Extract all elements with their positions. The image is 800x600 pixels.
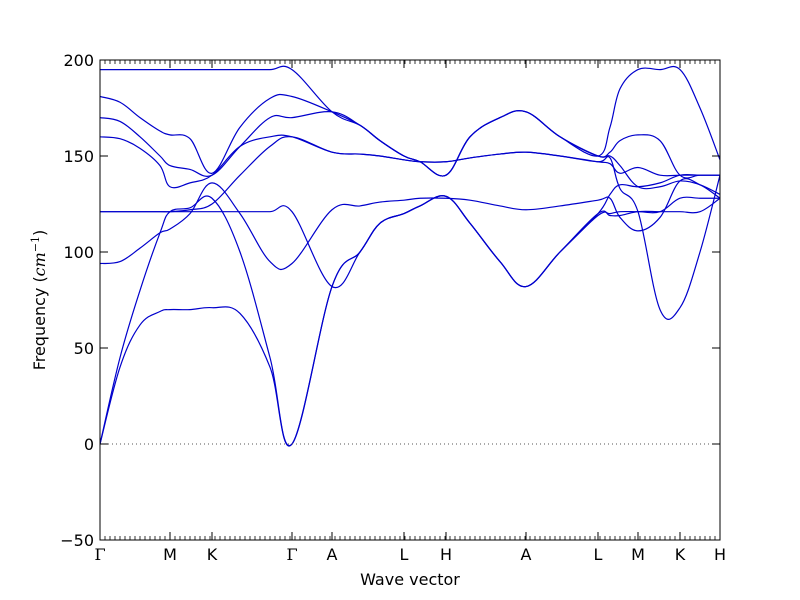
y-axis-label-unit: cm [30,252,49,276]
y-tick-label: −50 [60,531,94,550]
y-tick-label: 0 [84,435,94,454]
x-tick-label: K [207,545,218,564]
y-axis-label-exponent: −1 [29,236,42,252]
series-line-5 [100,173,720,289]
series-line-3 [100,178,720,271]
x-tick-label: K [675,545,686,564]
x-tick-label: M [631,545,645,564]
x-tick-label: M [163,545,177,564]
y-tick-label: 100 [63,243,94,262]
series-line-9 [100,65,720,177]
x-axis-label: Wave vector [360,570,460,589]
x-tick-label: H [714,545,726,564]
y-tick-label: 200 [63,51,94,70]
x-tick-label: Γ [286,545,297,564]
series-line-6 [100,134,720,189]
y-axis-label-text: Frequency ( [30,276,49,370]
x-tick-label: A [521,545,532,564]
x-tick-label: L [594,545,603,564]
y-tick-label: 50 [74,339,94,358]
y-axis-label-close: ) [30,230,49,236]
y-axis: −50 0 50 100 150 200 [60,51,720,550]
x-tick-label: A [327,545,338,564]
x-tick-label: L [400,545,409,564]
x-tick-label: Γ [94,545,105,564]
y-tick-label: 150 [63,147,94,166]
series-layer [100,65,720,447]
plot-area [100,60,720,540]
x-tick-label: H [440,545,452,564]
y-axis-label: Frequency (cm−1) [29,230,49,371]
x-minor-ticks [99,60,721,540]
